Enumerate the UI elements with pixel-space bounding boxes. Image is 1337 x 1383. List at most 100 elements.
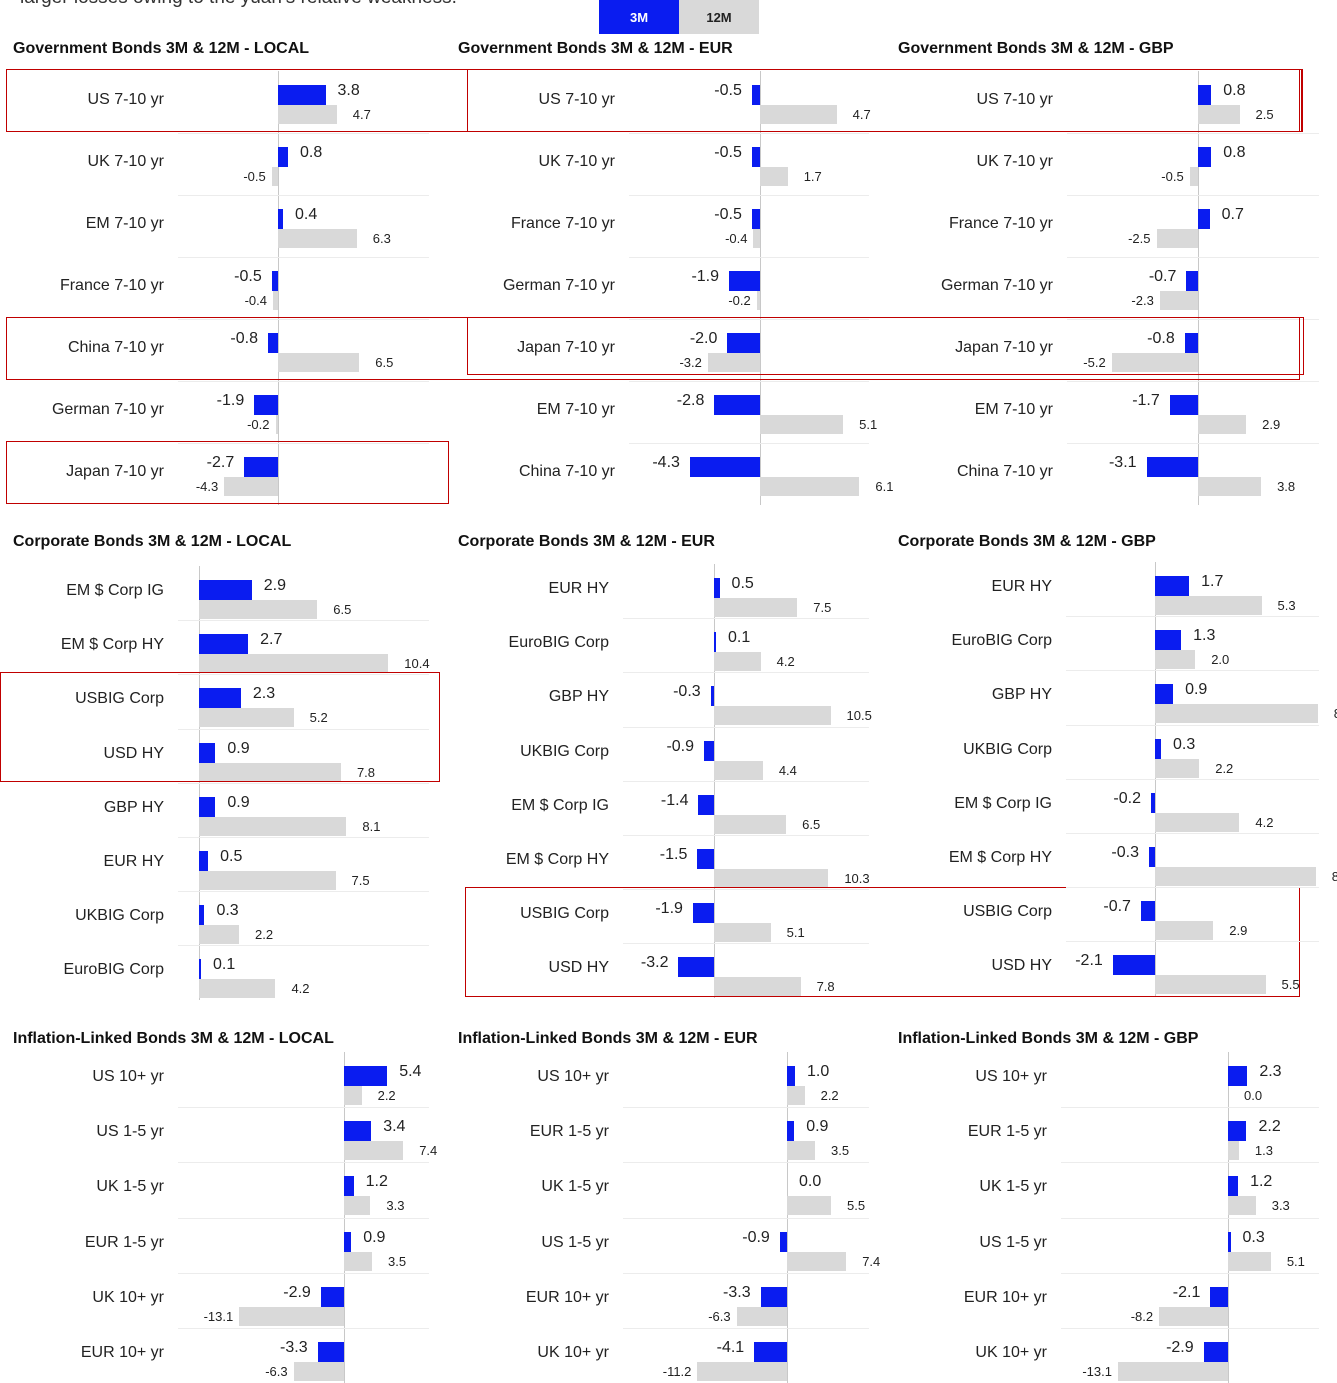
row-separator (178, 1328, 429, 1329)
bar-12m (714, 977, 801, 997)
value-label-3m: 0.4 (295, 206, 318, 223)
category-label: France 7-10 yr (510, 215, 615, 232)
value-label-3m: -1.9 (655, 900, 683, 918)
category-label: EUR 10+ yr (80, 1344, 164, 1361)
bar-3m (1228, 1231, 1231, 1252)
value-label-12m: -6.3 (708, 1308, 731, 1324)
bar-12m (344, 1086, 362, 1105)
value-label-12m: 2.2 (1215, 760, 1234, 776)
value-label-3m: -1.9 (216, 392, 245, 409)
category-label: EM $ Corp IG (66, 582, 164, 599)
row-separator (623, 1272, 869, 1274)
bar-12m (1159, 291, 1198, 310)
value-label-3m: 0.9 (363, 1228, 386, 1246)
value-label-12m: -13.1 (203, 1308, 234, 1324)
bar-3m (1198, 209, 1210, 229)
bar-12m (714, 706, 831, 726)
bar-3m (344, 1176, 354, 1197)
category-label: UKBIG Corp (520, 742, 609, 760)
row-separator (1067, 443, 1319, 444)
value-label-3m: 2.7 (260, 631, 283, 649)
value-label-12m: 7.5 (351, 873, 370, 888)
bar-3m (199, 851, 209, 871)
row-separator (1066, 616, 1319, 618)
bar-12m (1155, 650, 1196, 670)
value-label-12m: 10.4 (404, 656, 430, 672)
value-label-12m: 8.1 (362, 818, 381, 834)
zero-axis (1198, 71, 1199, 505)
category-label: US 7-10 yr (538, 91, 615, 108)
row-separator (1066, 670, 1319, 672)
row-separator (178, 674, 429, 676)
bar-12m (1198, 415, 1247, 434)
value-label-12m: 3.5 (831, 1143, 850, 1159)
category-label: Japan 7-10 yr (517, 339, 615, 356)
bar-3m (1169, 395, 1198, 415)
category-label: USD HY (991, 957, 1052, 975)
value-label-3m: -0.5 (714, 206, 742, 223)
value-label-12m: 8.0 (1331, 869, 1337, 884)
value-label-12m: -2.3 (1131, 293, 1154, 308)
value-label-12m: 7.8 (816, 979, 835, 995)
category-label: USBIG Corp (963, 903, 1052, 921)
value-label-3m: 1.7 (1201, 573, 1224, 590)
row-separator (1066, 778, 1319, 780)
bar-3m (1155, 576, 1190, 596)
category-label: USD HY (103, 744, 164, 762)
value-label-3m: 1.2 (1250, 1173, 1273, 1191)
value-label-12m: 6.5 (375, 355, 394, 370)
category-label: UKBIG Corp (963, 740, 1052, 758)
bar-3m (751, 147, 760, 167)
value-label-3m: -0.3 (1111, 844, 1139, 861)
value-label-12m: 6.1 (875, 479, 894, 494)
value-label-3m: 2.2 (1258, 1118, 1281, 1136)
bar-3m (320, 1286, 344, 1307)
category-label: EM $ Corp IG (954, 794, 1052, 812)
category-label: GBP HY (103, 798, 164, 816)
bar-3m (199, 959, 201, 980)
row-separator (1066, 724, 1319, 726)
value-label-12m: -3.2 (679, 355, 702, 370)
row-separator (178, 728, 429, 730)
value-label-3m: -1.7 (1132, 392, 1160, 409)
bar-12m (199, 654, 389, 674)
bar-12m (199, 762, 341, 782)
value-label-3m: -3.2 (640, 954, 669, 972)
row-separator (178, 381, 429, 382)
bar-12m (224, 477, 278, 496)
value-label-3m: -2.0 (689, 330, 718, 347)
chart-title: Inflation-Linked Bonds 3M & 12M - LOCAL (13, 1030, 334, 1047)
bar-12m (278, 353, 360, 372)
chart-title: Government Bonds 3M & 12M - LOCAL (13, 40, 310, 57)
row-separator (178, 891, 429, 893)
row-separator (1061, 1162, 1319, 1164)
value-label-3m: -2.9 (283, 1283, 311, 1301)
category-label: USBIG Corp (75, 690, 164, 708)
value-label-3m: 0.9 (227, 739, 250, 757)
category-label: US 10+ yr (537, 1068, 609, 1085)
value-label-3m: -1.9 (691, 268, 720, 285)
row-separator (1061, 1107, 1319, 1109)
category-label: EM 7-10 yr (974, 401, 1053, 418)
category-label: China 7-10 yr (518, 463, 615, 480)
value-label-12m: 3.5 (388, 1253, 407, 1269)
bar-12m (787, 1196, 831, 1216)
value-label-12m: 3.3 (1271, 1198, 1290, 1214)
value-label-12m: 4.2 (776, 654, 795, 670)
bar-3m (714, 632, 716, 653)
category-label: EuroBIG Corp (508, 634, 609, 652)
value-label-3m: 0.9 (227, 793, 250, 811)
value-label-12m: 6.5 (333, 602, 352, 617)
category-label: UK 7-10 yr (976, 153, 1053, 170)
value-label-12m: 7.8 (356, 764, 376, 780)
bar-3m (1112, 955, 1155, 976)
value-label-3m: -2.1 (1172, 1283, 1201, 1301)
bar-12m (271, 167, 278, 186)
row-separator (623, 889, 869, 891)
value-label-12m: 4.7 (352, 107, 371, 122)
bar-12m (756, 291, 760, 310)
category-label: China 7-10 yr (67, 339, 164, 356)
value-label-12m: 3.3 (386, 1198, 405, 1214)
bar-12m (344, 1196, 371, 1216)
category-label: US 7-10 yr (976, 91, 1053, 108)
